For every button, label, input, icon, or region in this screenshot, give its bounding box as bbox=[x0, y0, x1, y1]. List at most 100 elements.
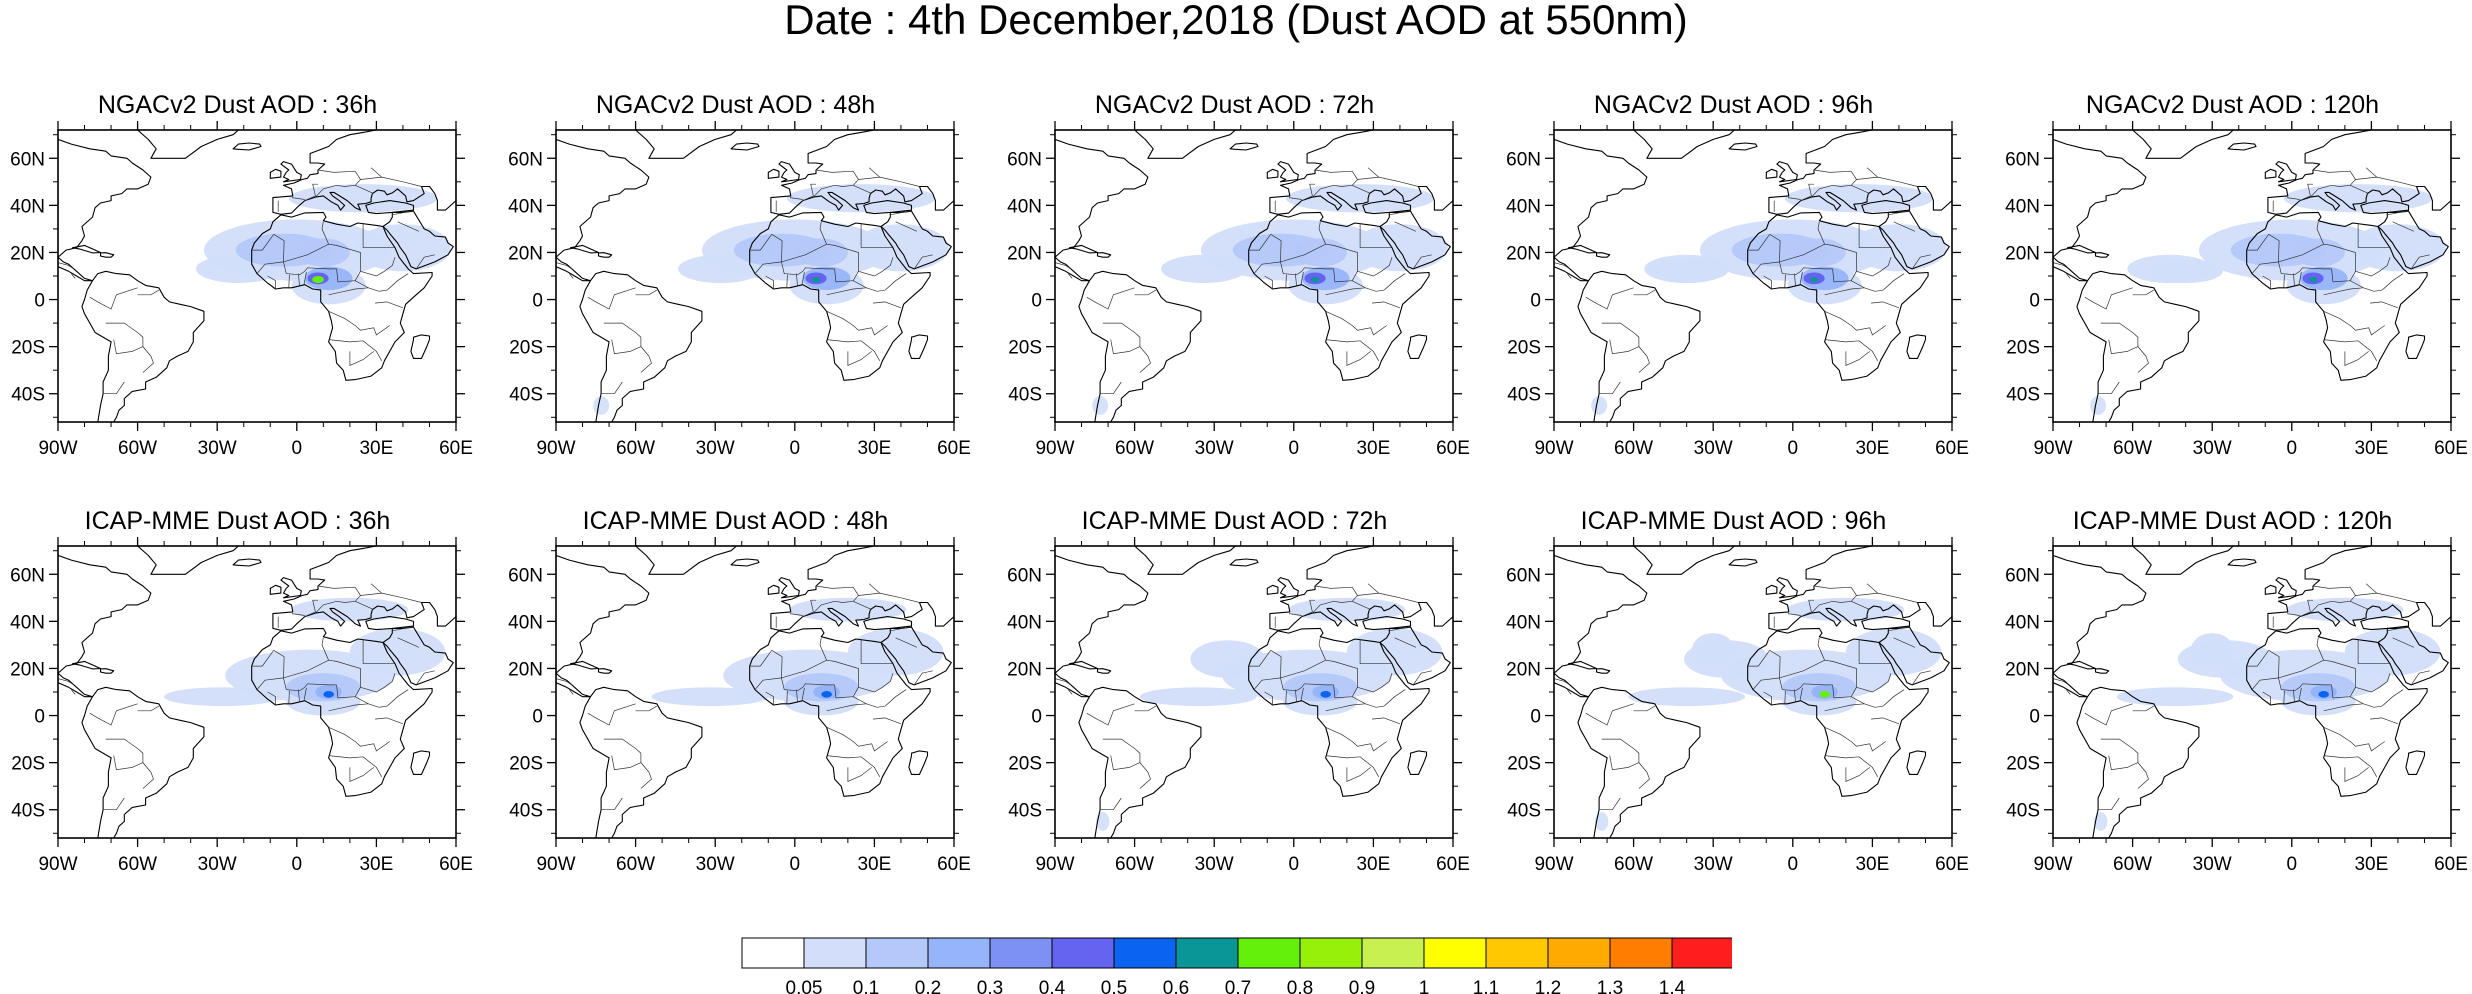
country-border bbox=[1825, 756, 1878, 777]
dust-plume bbox=[2292, 238, 2345, 266]
country-border bbox=[103, 798, 124, 810]
y-tick-label: 60N bbox=[1007, 149, 1042, 170]
dust-plume bbox=[1161, 255, 1246, 283]
dust-core bbox=[312, 276, 324, 283]
panel-title: NGACv2 Dust AOD : 36h bbox=[0, 90, 475, 120]
coastline bbox=[1569, 661, 1597, 669]
x-tick-label: 90W bbox=[38, 438, 77, 459]
x-tick-label: 30W bbox=[1195, 854, 1234, 875]
dust-core bbox=[812, 277, 820, 282]
y-tick-label: 40N bbox=[508, 196, 543, 217]
coastline bbox=[73, 245, 101, 253]
country-border bbox=[1634, 706, 1655, 711]
x-tick-label: 0 bbox=[1289, 438, 1300, 459]
y-tick-label: 40N bbox=[2005, 196, 2040, 217]
colorbar-label: 0.4 bbox=[1039, 978, 1066, 994]
country-border bbox=[601, 382, 622, 394]
coastline bbox=[138, 546, 239, 574]
x-tick-label: 0 bbox=[2287, 438, 2298, 459]
x-tick-label: 90W bbox=[1534, 438, 1573, 459]
coastline bbox=[1766, 585, 1777, 594]
country-border bbox=[873, 718, 885, 719]
x-tick-label: 30W bbox=[696, 438, 735, 459]
colorbar-swatch bbox=[1238, 938, 1300, 968]
dust-plume bbox=[1628, 687, 1745, 706]
coastline bbox=[1135, 130, 1236, 158]
x-tick-label: 30W bbox=[2193, 438, 2232, 459]
dust-plume bbox=[1347, 628, 1443, 675]
dust-plume bbox=[1692, 633, 1734, 666]
colorbar-swatch bbox=[1052, 938, 1114, 968]
coastline bbox=[599, 669, 612, 674]
coastline bbox=[58, 257, 93, 281]
dust-core bbox=[1320, 691, 1331, 698]
country-border bbox=[1087, 288, 1135, 309]
country-border bbox=[2085, 704, 2133, 725]
coastline bbox=[411, 751, 430, 775]
country-border bbox=[2382, 718, 2398, 724]
country-border bbox=[1100, 798, 1121, 810]
x-tick-label: 0 bbox=[790, 854, 801, 875]
country-border bbox=[1871, 302, 1883, 303]
country-border bbox=[371, 584, 382, 593]
y-tick-label: 60N bbox=[508, 565, 543, 586]
coastline bbox=[101, 253, 114, 258]
colorbar-swatch bbox=[1176, 938, 1238, 968]
country-border bbox=[1883, 302, 1899, 308]
dust-plume bbox=[1793, 238, 1846, 266]
dust-plume bbox=[350, 628, 446, 675]
country-border bbox=[1825, 340, 1878, 361]
coastline bbox=[556, 139, 649, 257]
x-tick-label: 60E bbox=[439, 438, 473, 459]
country-border bbox=[1135, 290, 1156, 295]
map-svg: 60N40N20N020S40S90W 60W 30W 0 30E 60E bbox=[1995, 90, 2470, 470]
coastline bbox=[571, 245, 599, 253]
dust-plume bbox=[593, 396, 609, 415]
x-tick-label: 60E bbox=[937, 854, 971, 875]
coastline bbox=[2068, 661, 2096, 669]
map-svg: 60N40N20N020S40S90W 60W 30W 0 30E 60E bbox=[997, 90, 1472, 470]
y-tick-label: 20S bbox=[11, 338, 45, 359]
x-tick-label: 0 bbox=[2287, 854, 2298, 875]
country-border bbox=[2382, 302, 2398, 308]
coastline bbox=[2053, 673, 2088, 697]
country-border bbox=[2085, 288, 2133, 309]
x-tick-label: 30W bbox=[198, 438, 237, 459]
country-border bbox=[2324, 340, 2377, 361]
x-tick-label: 60W bbox=[1115, 438, 1154, 459]
y-tick-label: 40N bbox=[1506, 196, 1541, 217]
country-border bbox=[350, 351, 374, 365]
colorbar-label: 0.2 bbox=[915, 978, 941, 994]
y-tick-label: 0 bbox=[34, 291, 45, 312]
y-tick-label: 20S bbox=[1507, 754, 1541, 775]
country-border bbox=[2366, 168, 2377, 177]
y-tick-label: 0 bbox=[532, 707, 543, 728]
country-border bbox=[2133, 290, 2154, 295]
coastline bbox=[58, 673, 93, 697]
coastline bbox=[101, 669, 114, 674]
map-content bbox=[553, 130, 954, 422]
coastline bbox=[768, 169, 779, 178]
dust-plume bbox=[2094, 812, 2107, 831]
y-tick-label: 40S bbox=[2006, 801, 2040, 822]
map-panel: 60N 40N 20N 0 20S 40S 90W 60W 30W 0 30E 60E NGACv2 D… bbox=[1496, 90, 1971, 470]
x-tick-label: 30E bbox=[1356, 438, 1390, 459]
coastline bbox=[2265, 585, 2276, 594]
y-tick-label: 40S bbox=[11, 801, 45, 822]
y-tick-label: 0 bbox=[34, 707, 45, 728]
dust-plume bbox=[1140, 687, 1257, 706]
coastline bbox=[571, 661, 599, 669]
map-content bbox=[55, 546, 456, 838]
colorbar-label: 0.3 bbox=[977, 978, 1003, 994]
map-panel: 60N 40N 20N 0 20S 40S 90W 60W 30W 0 30E 60E ICAP-MME… bbox=[0, 506, 475, 886]
panel-title: ICAP-MME Dust AOD : 72h bbox=[997, 506, 1472, 536]
country-border bbox=[2345, 767, 2369, 781]
colorbar-label: 0.6 bbox=[1163, 978, 1189, 994]
dust-plume bbox=[297, 238, 350, 266]
y-tick-label: 40N bbox=[10, 612, 45, 633]
x-tick-label: 0 bbox=[1788, 854, 1799, 875]
x-tick-label: 0 bbox=[1788, 438, 1799, 459]
colorbar-label: 0.8 bbox=[1287, 978, 1313, 994]
y-tick-label: 20S bbox=[11, 754, 45, 775]
y-tick-label: 40N bbox=[1506, 612, 1541, 633]
